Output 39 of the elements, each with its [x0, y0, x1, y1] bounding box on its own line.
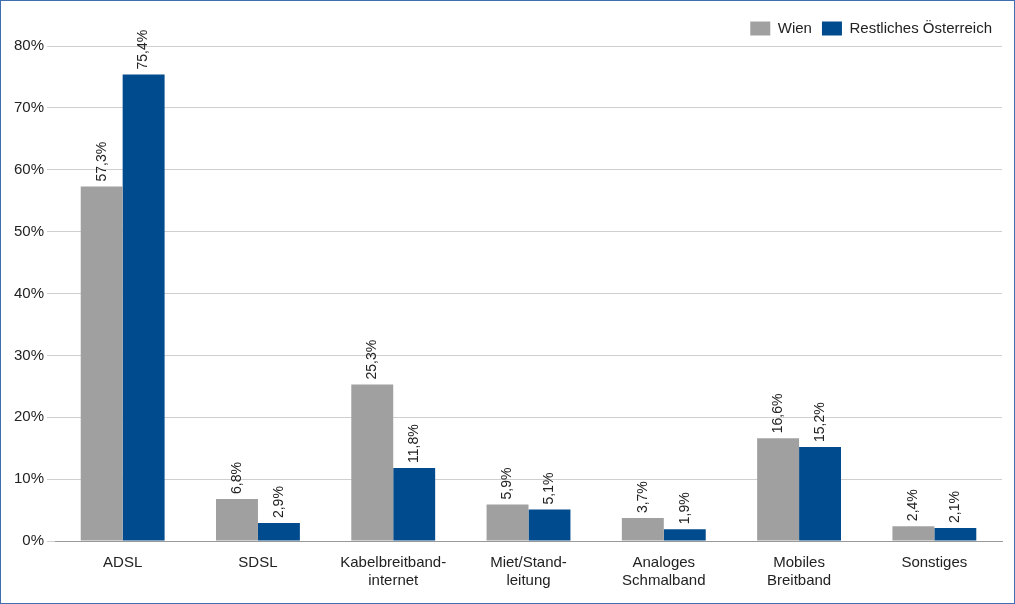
bar: [799, 446, 842, 541]
bar: [122, 74, 165, 541]
data-label: 25,3%: [363, 339, 380, 380]
data-label: 1,9%: [675, 492, 692, 525]
y-tick-label: 50%: [13, 221, 45, 239]
data-label: 6,8%: [227, 462, 244, 494]
data-label: 5,9%: [498, 467, 515, 500]
bar: [663, 529, 706, 541]
bar: [934, 528, 977, 541]
data-label: 2,4%: [904, 489, 921, 522]
y-tick-label: 80%: [13, 36, 45, 54]
y-tick-label: 40%: [13, 283, 45, 301]
y-tick-label: 60%: [13, 159, 45, 177]
data-label: 5,1%: [540, 472, 557, 505]
x-tick-label: SDSL: [238, 553, 278, 571]
y-tick-label: 70%: [13, 98, 45, 116]
y-tick-label: 0%: [22, 531, 45, 549]
data-label: 2,1%: [946, 491, 963, 524]
data-label: 11,8%: [405, 424, 422, 463]
x-tick-label: ADSL: [103, 553, 143, 571]
data-label: 16,6%: [768, 393, 785, 434]
data-label: 2,9%: [269, 486, 286, 519]
legend-label: Restliches Österreich: [849, 18, 992, 36]
x-tick-label: Mobiles Breitband: [766, 553, 832, 589]
bar: [257, 523, 300, 541]
data-label: 57,3%: [92, 141, 109, 182]
y-tick-label: 20%: [13, 407, 45, 425]
data-label: 75,4%: [134, 29, 151, 70]
data-label: 3,7%: [633, 481, 650, 514]
y-tick-label: 10%: [13, 469, 45, 487]
data-label: 15,2%: [810, 402, 827, 442]
y-tick-label: 30%: [13, 345, 45, 363]
bar: [528, 509, 571, 541]
x-tick-label: Miet/Stand-leitung: [490, 553, 567, 589]
bar: [393, 467, 436, 541]
x-tick-label: Kabelbreitband-internet: [340, 553, 447, 589]
x-tick-label: Sonstiges: [901, 553, 968, 571]
legend-label: Wien: [777, 18, 812, 36]
x-tick-label: Analoges Schmalband: [622, 553, 706, 589]
